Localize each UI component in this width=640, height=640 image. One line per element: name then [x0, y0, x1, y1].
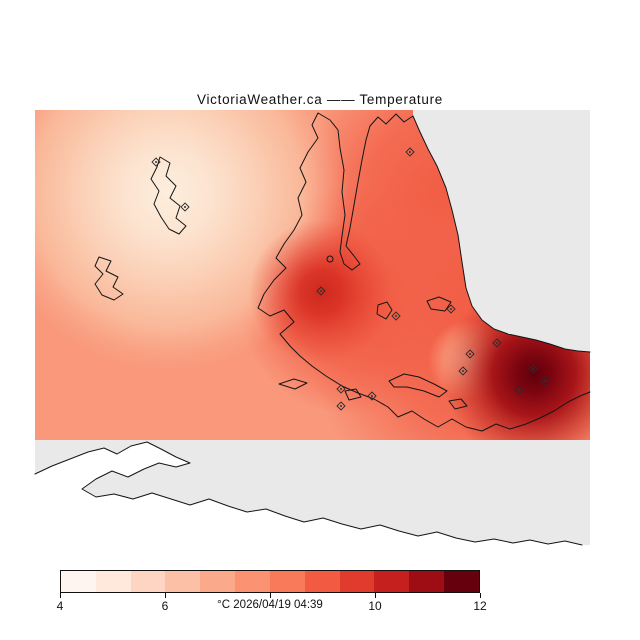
- colorbar-tick-label: 4: [56, 599, 64, 613]
- small-lake: [326, 255, 334, 263]
- station-marker-icon: [180, 202, 190, 212]
- colorbar-segment: [269, 571, 305, 592]
- station-marker-icon: [446, 304, 456, 314]
- station-marker-dot: [320, 290, 322, 292]
- colorbar-tick: [60, 593, 61, 598]
- northeast-water-mask: [413, 110, 590, 352]
- station-marker-dot: [409, 151, 411, 153]
- station-marker-dot: [395, 315, 397, 317]
- station-markers: [151, 147, 550, 411]
- coastline-small-islands: [278, 373, 468, 410]
- station-marker-dot: [155, 161, 157, 163]
- station-marker-icon: [514, 385, 524, 395]
- colorbar-tick: [165, 593, 166, 598]
- station-marker-icon: [367, 391, 377, 401]
- colorbar-segment: [61, 571, 96, 592]
- station-marker-dot: [469, 353, 471, 355]
- colorbar-segment: [304, 571, 340, 592]
- colorbar-unit-label: °C: [217, 599, 231, 611]
- colorbar-segment: [200, 571, 236, 592]
- station-marker-dot: [544, 380, 546, 382]
- station-marker-dot: [496, 342, 498, 344]
- station-marker-icon: [336, 401, 346, 411]
- station-marker-icon: [316, 286, 326, 296]
- coastline-main-island: [257, 112, 591, 432]
- station-marker-icon: [151, 157, 161, 167]
- station-marker-dot: [532, 368, 534, 370]
- station-marker-dot: [518, 389, 520, 391]
- station-marker-icon: [458, 366, 468, 376]
- coastline-south-peninsula: [34, 441, 583, 546]
- colorbar-segment: [130, 571, 166, 592]
- station-marker-icon: [336, 384, 346, 394]
- station-marker-dot: [340, 405, 342, 407]
- station-marker-dot: [371, 395, 373, 397]
- colorbar-segment: [444, 571, 479, 592]
- colorbar: 4 6 10 12 °C 2026/04/19 04:39: [57, 570, 487, 613]
- station-marker-icon: [540, 376, 550, 386]
- station-marker-icon: [492, 338, 502, 348]
- colorbar-timestamp: 2026/04/19 04:39: [233, 599, 323, 611]
- colorbar-tick-label: 6: [161, 599, 169, 613]
- coastline-northwest-island: [150, 156, 187, 235]
- colorbar-gradient: [60, 570, 480, 593]
- lake-outlines: [376, 296, 452, 320]
- south-peninsula-land: [35, 442, 582, 545]
- map-title: VictoriaWeather.ca —— Temperature: [197, 92, 443, 107]
- colorbar-segment: [95, 571, 131, 592]
- colorbar-segment: [374, 571, 410, 592]
- colorbar-annotation: °C 2026/04/19 04:39: [217, 599, 323, 611]
- station-marker-dot: [462, 370, 464, 372]
- colorbar-tick-label: 10: [368, 599, 382, 613]
- station-marker-dot: [184, 206, 186, 208]
- colorbar-tick: [270, 593, 271, 598]
- station-marker-icon: [391, 311, 401, 321]
- station-marker-icon: [465, 349, 475, 359]
- station-marker-icon: [528, 364, 538, 374]
- station-marker-dot: [340, 388, 342, 390]
- station-marker-icon: [405, 147, 415, 157]
- colorbar-tick: [375, 593, 376, 598]
- colorbar-segment: [165, 571, 201, 592]
- coastline-west-island: [94, 256, 124, 301]
- station-marker-dot: [450, 308, 452, 310]
- colorbar-segment: [235, 571, 270, 592]
- colorbar-segment: [409, 571, 445, 592]
- colorbar-tick-label: 12: [473, 599, 487, 613]
- colorbar-segment: [339, 571, 375, 592]
- colorbar-tick: [480, 593, 481, 598]
